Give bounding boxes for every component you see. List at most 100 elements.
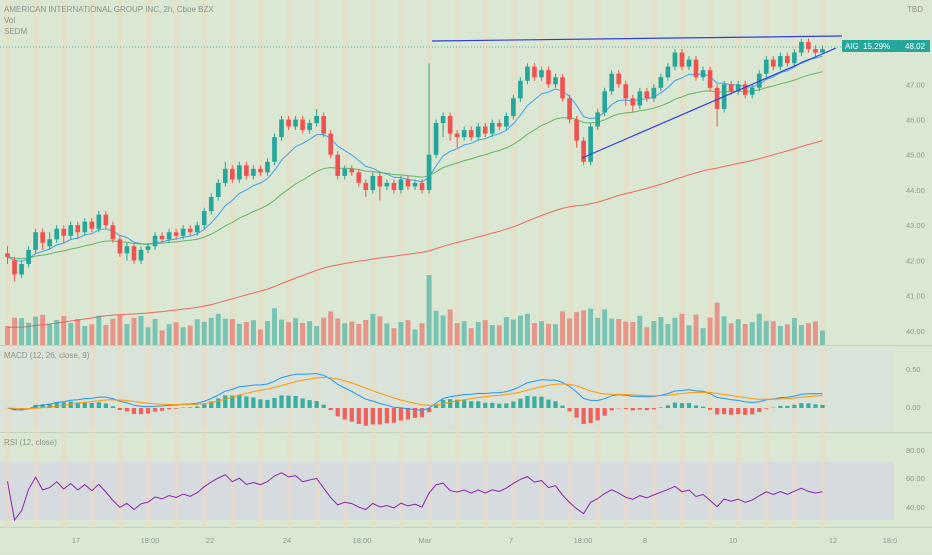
macd-histogram-bar: [511, 402, 515, 408]
macd-histogram-bar: [378, 408, 382, 424]
candle-body: [378, 176, 383, 187]
session-stripe: [287, 0, 292, 528]
volume-bar: [476, 322, 481, 345]
volume-bar: [68, 323, 73, 345]
candle-body: [328, 134, 333, 155]
price-tag-price: 48.02: [905, 42, 926, 51]
volume-bar: [616, 319, 621, 345]
macd-histogram-bar: [715, 408, 719, 414]
session-stripe: [483, 0, 488, 528]
time-axis-tick: 18:0: [883, 536, 898, 545]
candle-body: [539, 70, 544, 77]
candle-body: [33, 232, 38, 250]
volume-bar: [96, 316, 101, 345]
macd-histogram-bar: [792, 405, 796, 408]
volume-bar: [286, 322, 291, 345]
macd-histogram-bar: [293, 396, 297, 408]
candle-body: [483, 127, 488, 134]
candle-body: [364, 183, 369, 190]
candle-body: [701, 70, 706, 77]
macd-histogram-bar: [244, 396, 248, 408]
candle-body: [546, 70, 551, 84]
candle-body: [490, 123, 495, 134]
macd-histogram-bar: [385, 408, 389, 423]
price-axis-tick: 47.00: [906, 80, 925, 89]
volume-bar: [139, 316, 144, 345]
rsi-axis-tick: 60.00: [906, 474, 925, 483]
volume-bar: [33, 317, 38, 345]
volume-bar: [483, 320, 488, 345]
volume-bar: [195, 319, 200, 345]
candle-body: [659, 77, 664, 88]
candle-body: [673, 53, 678, 67]
macd-histogram-bar: [315, 401, 319, 408]
macd-histogram-bar: [167, 408, 171, 409]
volume-bar: [434, 311, 439, 345]
volume-bar: [665, 324, 670, 345]
macd-histogram-bar: [399, 408, 403, 421]
macd-histogram-bar: [708, 408, 712, 410]
macd-histogram-bar: [272, 398, 276, 408]
candle-body: [230, 169, 235, 180]
candle-body: [652, 88, 657, 99]
volume-bar: [244, 322, 249, 345]
volume-bar: [792, 318, 797, 345]
macd-histogram-bar: [546, 400, 550, 408]
candle-body: [813, 49, 818, 53]
candle-body: [90, 222, 95, 229]
volume-bar: [237, 324, 242, 345]
candle-body: [279, 120, 284, 138]
macd-histogram-bar: [469, 401, 473, 408]
session-stripe: [315, 0, 320, 528]
macd-histogram-bar: [652, 408, 656, 409]
candle-body: [511, 98, 516, 116]
volume-bar: [342, 323, 347, 345]
volume-bar: [230, 319, 235, 345]
macd-histogram-bar: [371, 408, 375, 424]
volume-bar: [181, 327, 186, 345]
candle-body: [153, 236, 158, 247]
macd-histogram-bar: [448, 399, 452, 408]
session-stripe: [596, 0, 601, 528]
price-tag-symbol: AIG: [845, 42, 859, 51]
candle-body: [609, 74, 614, 92]
macd-histogram-bar: [132, 408, 136, 414]
price-axis-tick: 41.00: [906, 292, 925, 301]
macd-histogram-bar: [146, 408, 150, 414]
volume-bar: [448, 309, 453, 345]
macd-histogram-bar: [750, 408, 754, 414]
macd-histogram-bar: [265, 400, 269, 408]
macd-axis-tick: 0.00: [906, 403, 921, 412]
macd-histogram-bar: [785, 406, 789, 408]
candle-body: [638, 91, 643, 105]
volume-bar: [694, 315, 699, 345]
volume-bar: [54, 320, 59, 345]
candle-body: [286, 120, 291, 127]
session-stripe: [118, 0, 123, 528]
macd-legend: MACD (12, 26, close, 9): [4, 351, 90, 360]
candle-body: [167, 232, 172, 239]
volume-bar: [497, 325, 502, 345]
candle-body: [385, 183, 390, 187]
volume-bar: [820, 331, 825, 345]
volume-bar: [574, 312, 579, 345]
candle-body: [209, 197, 214, 211]
candle-body: [307, 123, 312, 130]
macd-histogram-bar: [806, 403, 810, 408]
candle-body: [392, 183, 397, 190]
macd-histogram-bar: [160, 408, 164, 411]
volume-bar: [455, 323, 460, 345]
volume-bar: [384, 323, 389, 345]
macd-histogram-bar: [406, 408, 410, 419]
volume-bar: [806, 323, 811, 345]
macd-histogram-bar: [574, 408, 578, 418]
candle-body: [504, 116, 509, 127]
candle-body: [729, 84, 734, 91]
volume-bar: [216, 314, 221, 345]
candle-body: [497, 123, 502, 127]
price-axis-tick: 43.00: [906, 221, 925, 230]
volume-bar: [729, 323, 734, 345]
macd-histogram-bar: [638, 408, 642, 410]
volume-bar: [602, 309, 607, 345]
macd-histogram-bar: [553, 401, 557, 408]
